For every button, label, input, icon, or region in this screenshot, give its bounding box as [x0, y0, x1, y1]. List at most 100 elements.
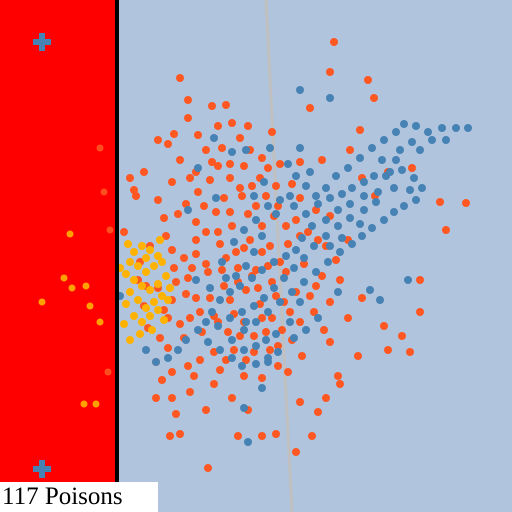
data-point	[250, 302, 258, 310]
data-point	[248, 274, 256, 282]
data-point	[326, 298, 334, 306]
data-point	[126, 174, 134, 182]
data-point	[254, 284, 262, 292]
data-point	[92, 400, 100, 408]
data-point	[258, 222, 266, 230]
data-point	[306, 292, 314, 300]
data-point	[332, 172, 340, 180]
data-point	[348, 184, 356, 192]
data-point	[250, 248, 258, 256]
data-point	[400, 120, 408, 128]
data-point	[214, 228, 222, 236]
data-point	[322, 232, 330, 240]
plus-cross-icon[interactable]	[33, 460, 51, 478]
data-point	[146, 286, 154, 294]
data-point	[408, 138, 416, 146]
data-point	[292, 448, 300, 456]
data-point	[214, 322, 222, 330]
data-point	[272, 182, 280, 190]
data-point	[202, 318, 210, 326]
data-point	[264, 164, 272, 172]
data-point	[272, 292, 280, 300]
data-point	[334, 206, 342, 214]
data-point	[166, 284, 174, 292]
data-point	[258, 314, 266, 322]
data-point	[346, 146, 354, 154]
data-point	[428, 136, 436, 144]
data-point	[314, 408, 322, 416]
data-point	[368, 144, 376, 152]
data-point	[266, 346, 274, 354]
data-point	[262, 192, 270, 200]
data-point	[464, 124, 472, 132]
data-point	[356, 126, 364, 134]
data-point	[184, 274, 192, 282]
data-point	[252, 266, 260, 274]
data-point	[276, 196, 284, 204]
data-point	[176, 320, 184, 328]
poison-counter: 117 Poisons	[0, 482, 158, 512]
data-point	[364, 76, 372, 84]
data-point	[96, 318, 104, 326]
data-point	[154, 196, 162, 204]
data-point	[216, 366, 224, 374]
data-point	[382, 172, 390, 180]
data-point	[272, 330, 280, 338]
data-point	[232, 272, 240, 280]
data-point	[266, 144, 274, 152]
data-point	[168, 178, 176, 186]
data-point	[296, 298, 304, 306]
data-point	[272, 210, 280, 218]
data-point	[174, 210, 182, 218]
data-point	[202, 406, 210, 414]
data-point	[230, 346, 238, 354]
data-point	[66, 230, 74, 238]
data-point	[298, 234, 306, 242]
data-point	[264, 202, 272, 210]
data-point	[138, 282, 146, 290]
data-point	[416, 146, 424, 154]
data-point	[126, 288, 134, 296]
data-point	[194, 188, 202, 196]
plus-cross-icon[interactable]	[33, 33, 51, 51]
data-point	[154, 136, 162, 144]
data-point	[80, 400, 88, 408]
data-point	[372, 198, 380, 206]
data-point	[274, 342, 282, 350]
data-point	[170, 264, 178, 272]
data-point	[332, 256, 340, 264]
data-point	[216, 346, 224, 354]
data-point	[348, 240, 356, 248]
data-point	[442, 136, 450, 144]
data-point	[424, 128, 432, 136]
data-point	[148, 326, 156, 334]
red-zone-border	[115, 0, 119, 512]
data-point	[154, 306, 162, 314]
data-point	[206, 294, 214, 302]
data-point	[380, 322, 388, 330]
data-point	[214, 122, 222, 130]
data-point	[236, 184, 244, 192]
data-point	[252, 202, 260, 210]
data-point	[176, 74, 184, 82]
data-point	[124, 240, 132, 248]
data-point	[244, 122, 252, 130]
data-point	[156, 236, 164, 244]
data-point	[338, 234, 346, 242]
data-point	[284, 368, 292, 376]
data-point	[164, 344, 172, 352]
data-point	[216, 240, 224, 248]
data-point	[276, 160, 284, 168]
data-point	[290, 264, 298, 272]
data-point	[212, 194, 220, 202]
data-point	[400, 202, 408, 210]
data-point	[336, 248, 344, 256]
data-point	[184, 206, 192, 214]
data-point	[240, 162, 248, 170]
data-point	[286, 318, 294, 326]
data-point	[192, 250, 200, 258]
data-point	[170, 130, 178, 138]
data-point	[184, 114, 192, 122]
